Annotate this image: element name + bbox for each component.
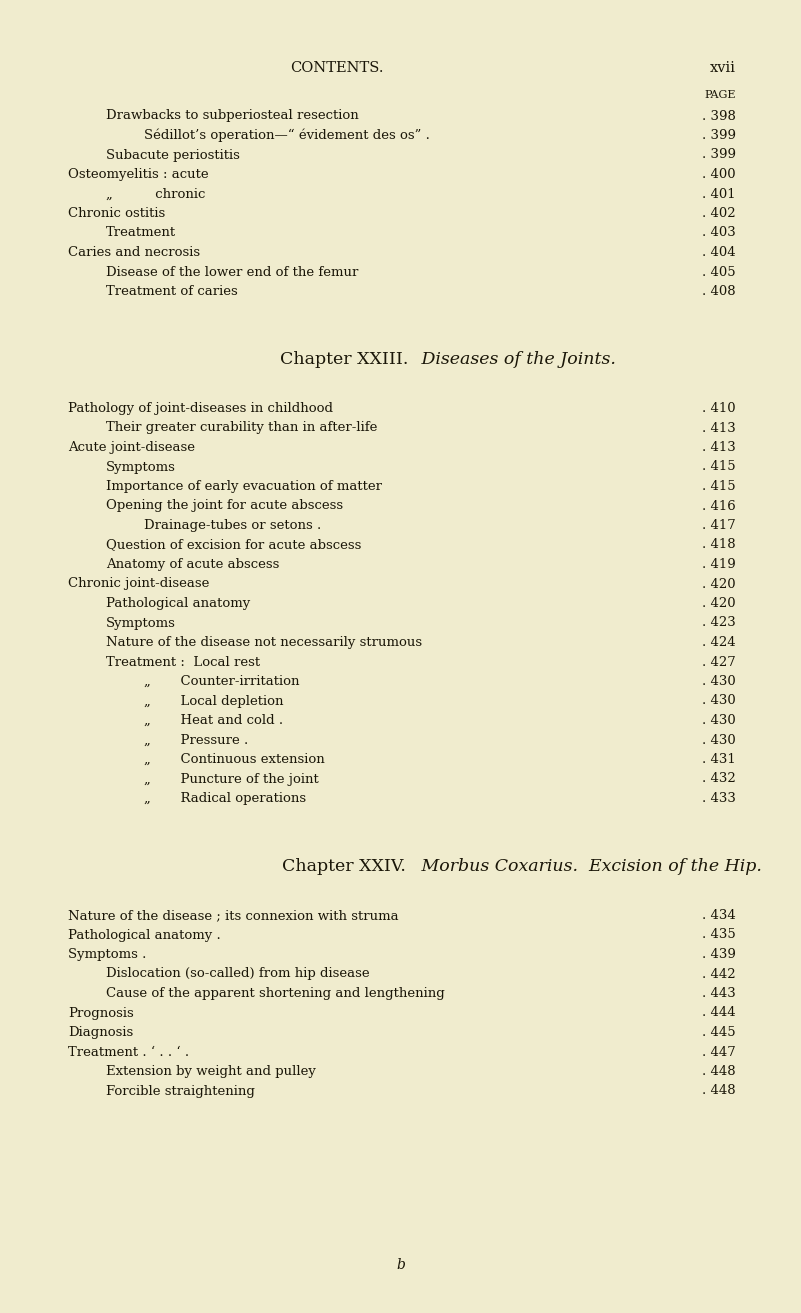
Text: Pathological anatomy .: Pathological anatomy . <box>68 928 221 941</box>
Text: Chronic joint-disease: Chronic joint-disease <box>68 578 209 591</box>
Text: . 443: . 443 <box>702 987 736 1001</box>
Text: . 416: . 416 <box>702 499 736 512</box>
Text: Pathological anatomy: Pathological anatomy <box>106 597 250 611</box>
Text: . 413: . 413 <box>702 441 736 454</box>
Text: . 448: . 448 <box>702 1085 736 1098</box>
Text: . 430: . 430 <box>702 695 736 708</box>
Text: Drawbacks to subperiosteal resection: Drawbacks to subperiosteal resection <box>106 109 359 122</box>
Text: . 400: . 400 <box>702 168 736 181</box>
Text: . 424: . 424 <box>702 635 736 649</box>
Text: b: b <box>396 1258 405 1272</box>
Text: . 430: . 430 <box>702 714 736 727</box>
Text: Opening the joint for acute abscess: Opening the joint for acute abscess <box>106 499 343 512</box>
Text: „       Puncture of the joint: „ Puncture of the joint <box>144 772 319 785</box>
Text: . 417: . 417 <box>702 519 736 532</box>
Text: Nature of the disease ; its connexion with struma: Nature of the disease ; its connexion wi… <box>68 909 399 922</box>
Text: . 431: . 431 <box>702 752 736 765</box>
Text: „       Counter-irritation: „ Counter-irritation <box>144 675 300 688</box>
Text: Treatment . ‘ . . ‘ .: Treatment . ‘ . . ‘ . <box>68 1045 189 1058</box>
Text: . 415: . 415 <box>702 481 736 492</box>
Text: Treatment of caries: Treatment of caries <box>106 285 238 298</box>
Text: . 405: . 405 <box>702 265 736 278</box>
Text: . 423: . 423 <box>702 617 736 629</box>
Text: . 445: . 445 <box>702 1025 736 1039</box>
Text: CONTENTS.: CONTENTS. <box>290 60 383 75</box>
Text: . 435: . 435 <box>702 928 736 941</box>
Text: Forcible straightening: Forcible straightening <box>106 1085 255 1098</box>
Text: „       Continuous extension: „ Continuous extension <box>144 752 324 765</box>
Text: „          chronic: „ chronic <box>106 188 205 201</box>
Text: . 448: . 448 <box>702 1065 736 1078</box>
Text: Treatment :  Local rest: Treatment : Local rest <box>106 655 260 668</box>
Text: . 434: . 434 <box>702 909 736 922</box>
Text: Sédillot’s operation—“ évidement des os” .: Sédillot’s operation—“ évidement des os”… <box>144 129 430 142</box>
Text: . 420: . 420 <box>702 578 736 591</box>
Text: Disease of the lower end of the femur: Disease of the lower end of the femur <box>106 265 358 278</box>
Text: Chronic ostitis: Chronic ostitis <box>68 207 165 221</box>
Text: „       Pressure .: „ Pressure . <box>144 734 248 747</box>
Text: Chapter XXIV.: Chapter XXIV. <box>283 859 406 876</box>
Text: Their greater curability than in after-life: Their greater curability than in after-l… <box>106 421 377 435</box>
Text: „       Radical operations: „ Radical operations <box>144 792 306 805</box>
Text: . 432: . 432 <box>702 772 736 785</box>
Text: . 418: . 418 <box>702 538 736 551</box>
Text: . 399: . 399 <box>702 148 736 161</box>
Text: . 442: . 442 <box>702 968 736 981</box>
Text: Importance of early evacuation of matter: Importance of early evacuation of matter <box>106 481 382 492</box>
Text: Question of excision for acute abscess: Question of excision for acute abscess <box>106 538 361 551</box>
Text: Acute joint-disease: Acute joint-disease <box>68 441 195 454</box>
Text: . 403: . 403 <box>702 227 736 239</box>
Text: Drainage-tubes or setons .: Drainage-tubes or setons . <box>144 519 321 532</box>
Text: Diseases of the Joints.: Diseases of the Joints. <box>417 352 616 368</box>
Text: . 430: . 430 <box>702 734 736 747</box>
Text: . 439: . 439 <box>702 948 736 961</box>
Text: . 398: . 398 <box>702 109 736 122</box>
Text: . 401: . 401 <box>702 188 736 201</box>
Text: Symptoms .: Symptoms . <box>68 948 147 961</box>
Text: Pathology of joint-diseases in childhood: Pathology of joint-diseases in childhood <box>68 402 333 415</box>
Text: . 427: . 427 <box>702 655 736 668</box>
Text: Dislocation (so-called) from hip disease: Dislocation (so-called) from hip disease <box>106 968 369 981</box>
Text: . 410: . 410 <box>702 402 736 415</box>
Text: Extension by weight and pulley: Extension by weight and pulley <box>106 1065 316 1078</box>
Text: . 430: . 430 <box>702 675 736 688</box>
Text: . 402: . 402 <box>702 207 736 221</box>
Text: . 415: . 415 <box>702 461 736 474</box>
Text: Anatomy of acute abscess: Anatomy of acute abscess <box>106 558 280 571</box>
Text: . 419: . 419 <box>702 558 736 571</box>
Text: Symptoms: Symptoms <box>106 461 176 474</box>
Text: . 444: . 444 <box>702 1007 736 1019</box>
Text: Subacute periostitis: Subacute periostitis <box>106 148 239 161</box>
Text: Caries and necrosis: Caries and necrosis <box>68 246 200 259</box>
Text: Nature of the disease not necessarily strumous: Nature of the disease not necessarily st… <box>106 635 422 649</box>
Text: „       Heat and cold .: „ Heat and cold . <box>144 714 283 727</box>
Text: Cause of the apparent shortening and lengthening: Cause of the apparent shortening and len… <box>106 987 445 1001</box>
Text: . 420: . 420 <box>702 597 736 611</box>
Text: . 408: . 408 <box>702 285 736 298</box>
Text: . 404: . 404 <box>702 246 736 259</box>
Text: Morbus Coxarius.  Excision of the Hip.: Morbus Coxarius. Excision of the Hip. <box>417 859 763 876</box>
Text: xvii: xvii <box>710 60 736 75</box>
Text: . 433: . 433 <box>702 792 736 805</box>
Text: Treatment: Treatment <box>106 227 176 239</box>
Text: . 399: . 399 <box>702 129 736 142</box>
Text: . 413: . 413 <box>702 421 736 435</box>
Text: Diagnosis: Diagnosis <box>68 1025 133 1039</box>
Text: Prognosis: Prognosis <box>68 1007 134 1019</box>
Text: PAGE: PAGE <box>705 91 736 100</box>
Text: . 447: . 447 <box>702 1045 736 1058</box>
Text: „       Local depletion: „ Local depletion <box>144 695 284 708</box>
Text: Osteomyelitis : acute: Osteomyelitis : acute <box>68 168 208 181</box>
Text: Symptoms: Symptoms <box>106 617 176 629</box>
Text: Chapter XXIII.: Chapter XXIII. <box>280 352 409 368</box>
